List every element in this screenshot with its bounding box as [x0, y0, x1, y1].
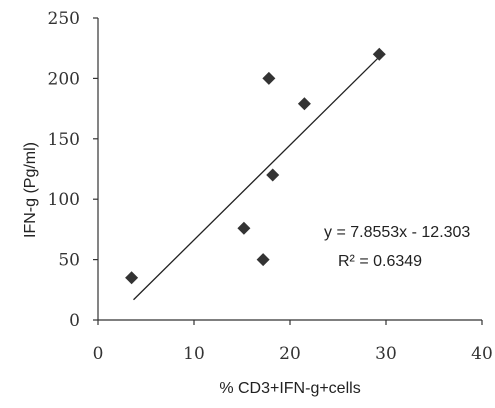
- r-squared-label: R² = 0.6349: [338, 253, 422, 270]
- y-tick-label: 0: [69, 311, 80, 331]
- x-tick-label: 20: [279, 344, 301, 364]
- trendline-equation: y = 7.8553x - 12.303: [324, 224, 470, 241]
- y-tick-label: 50: [58, 251, 80, 271]
- x-axis-title: % CD3+IFN-g+cells: [219, 380, 360, 397]
- x-axis-ticks: 0 10 20 30 40: [93, 320, 493, 364]
- y-axis-title: IFN-g (Pg/ml): [22, 142, 39, 238]
- y-axis-ticks: 0 50 100 150 200 250: [48, 9, 98, 331]
- data-point: [266, 168, 280, 182]
- data-point: [237, 221, 251, 235]
- data-point: [297, 97, 311, 111]
- y-tick-label: 100: [48, 190, 80, 210]
- trendline: [133, 54, 382, 301]
- y-tick-label: 150: [48, 130, 80, 150]
- data-points: [125, 47, 386, 285]
- data-point: [262, 71, 276, 85]
- y-tick-label: 200: [48, 69, 80, 89]
- data-point: [125, 271, 139, 285]
- x-tick-label: 0: [93, 344, 104, 364]
- y-tick-label: 250: [48, 9, 80, 29]
- axes: [97, 18, 482, 321]
- data-point: [256, 253, 270, 267]
- x-tick-label: 30: [375, 344, 397, 364]
- data-point: [372, 47, 386, 61]
- x-tick-label: 10: [183, 344, 205, 364]
- x-tick-label: 40: [471, 344, 493, 364]
- trendline-group: [133, 54, 382, 301]
